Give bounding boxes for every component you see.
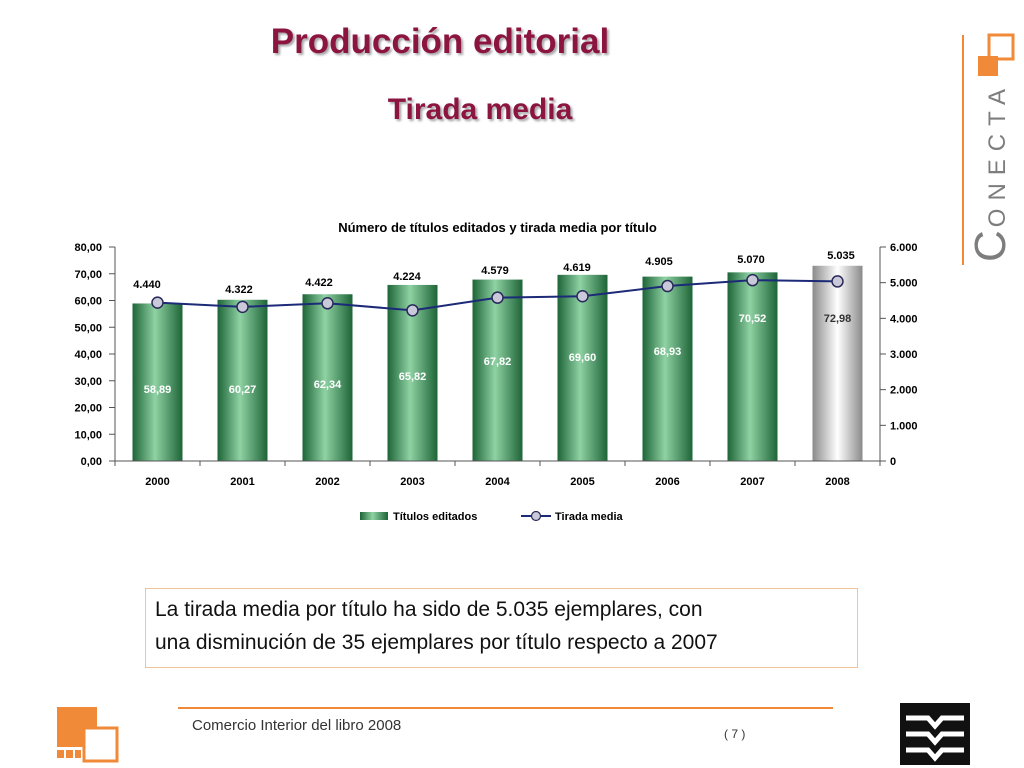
y-left-tick-label: 10,00 [74,429,102,441]
legend-line-marker [530,510,542,522]
chart-title: Número de títulos editados y tirada medi… [338,220,657,235]
x-tick-label-2005: 2005 [570,476,594,488]
x-tick-label-2003: 2003 [400,476,424,488]
line-point-2004 [491,291,504,304]
bar-value-label-2000: 58,89 [144,384,172,396]
footer-text: Comercio Interior del libro 2008 [192,717,402,734]
bottom-left-logo [57,707,119,763]
y-left-tick-label: 20,00 [74,403,102,415]
line-value-label-2003: 4.224 [393,271,421,283]
bar-2005 [557,274,608,461]
combo-chart: Número de títulos editados y tirada medi… [74,220,917,523]
y-right-tick-label: 4.000 [890,313,918,325]
line-point-2008 [831,275,844,288]
y-right-tick-label: 6.000 [890,242,918,254]
y-left-tick-label: 70,00 [74,269,102,281]
chart-marks: Número de títulos editados y tirada medi… [74,220,917,523]
summary-text-box: La tirada media por título ha sido de 5.… [145,588,858,668]
bar-value-label-2003: 65,82 [399,371,427,383]
page-number: ( 7 ) [724,727,746,741]
logo-wordmark-initial: C [966,230,1015,262]
y-left-tick-label: 50,00 [74,322,102,334]
x-tick-label-2001: 2001 [230,476,254,488]
x-tick-label-2008: 2008 [825,476,849,488]
line-value-label-2001: 4.322 [225,284,253,296]
line-point-2005 [576,290,589,303]
slide-title: Producción editorial [270,22,610,61]
legend-bar-swatch [360,512,388,520]
y-left-tick-label: 30,00 [74,376,102,388]
bar-value-label-2001: 60,27 [229,384,257,396]
bar-value-label-2005: 69,60 [569,352,597,364]
slide-subtitle: Tirada media [387,93,573,126]
bar-2004 [472,279,523,461]
bar-value-label-2002: 62,34 [314,379,342,391]
logo-zigzag [906,747,964,762]
y-right-tick-label: 2.000 [890,385,918,397]
logo-zigzag [906,731,964,746]
legend-label-titulos: Títulos editados [393,511,477,523]
y-right-tick-label: 3.000 [890,349,918,361]
line-value-label-2004: 4.579 [481,265,509,277]
summary-line: La tirada media por título ha sido de 5.… [155,598,703,621]
line-value-label-2006: 4.905 [645,256,673,268]
y-left-tick-label: 80,00 [74,242,102,254]
y-left-tick-label: 60,00 [74,296,102,308]
bar-2002 [302,294,353,461]
footer-divider [178,707,833,709]
bar-2008 [812,265,863,461]
y-right-tick-label: 5.000 [890,278,918,290]
conecta-logo: C ONECTA [962,33,1015,265]
line-value-label-2008: 5.035 [827,250,855,262]
line-point-2002 [321,297,334,310]
bar-value-label-2007: 70,52 [739,313,767,325]
line-point-2003 [406,304,419,317]
x-tick-label-2000: 2000 [145,476,169,488]
bar-2007 [727,272,778,461]
bar-value-label-2008: 72,98 [824,313,852,325]
summary-line: una disminución de 35 ejemplares por tít… [155,631,718,654]
x-tick-label-2002: 2002 [315,476,339,488]
logo-square-outline [82,726,119,763]
logo-wordmark-rest: ONECTA [984,81,1011,227]
logo-square-small [66,750,73,758]
legend-label-tirada: Tirada media [555,511,624,523]
line-value-label-2000: 4.440 [133,279,161,291]
bar-2006 [642,276,693,461]
x-tick-label-2007: 2007 [740,476,764,488]
logo-square-small [57,750,64,758]
logo-square-small [75,750,81,758]
x-tick-label-2004: 2004 [485,476,510,488]
y-left-tick-label: 40,00 [74,349,102,361]
y-left-tick-label: 0,00 [81,456,102,468]
line-value-label-2007: 5.070 [737,254,765,266]
bar-value-label-2004: 67,82 [484,356,512,368]
bar-2001 [217,299,268,461]
bar-2000 [132,303,183,461]
logo-square-filled [978,56,998,76]
y-right-tick-label: 1.000 [890,420,918,432]
logo-square-outline [987,33,1015,61]
line-value-label-2005: 4.619 [563,262,591,274]
bottom-right-logo [900,703,970,765]
line-point-2000 [151,296,164,309]
y-right-tick-label: 0 [890,456,896,468]
logo-wordmark: C ONECTA [966,81,1015,262]
line-point-2006 [661,279,674,293]
x-tick-label-2006: 2006 [655,476,679,488]
bar-value-label-2006: 68,93 [654,346,682,358]
line-point-2001 [236,300,249,314]
line-value-label-2002: 4.422 [305,277,333,289]
logo-zigzag [906,715,964,730]
line-point-2007 [746,273,759,287]
